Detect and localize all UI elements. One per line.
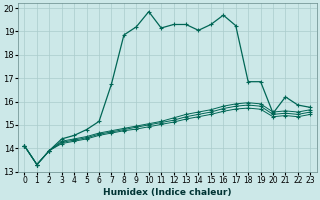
X-axis label: Humidex (Indice chaleur): Humidex (Indice chaleur)	[103, 188, 232, 197]
